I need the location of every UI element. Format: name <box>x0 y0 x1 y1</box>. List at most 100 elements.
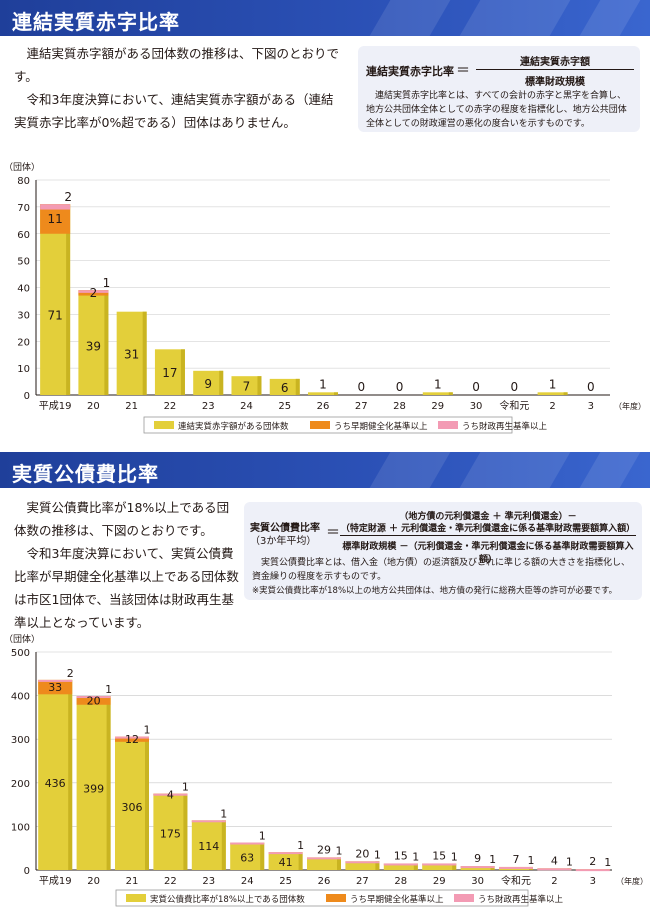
intro-paragraph: 連結実質赤字額がある団体数の推移は、下図のとおりです。 <box>14 46 340 84</box>
bar-shade <box>375 861 380 870</box>
x-tick-label: 3 <box>590 876 596 887</box>
bar-total <box>38 679 73 870</box>
data-label-total: 0 <box>511 380 519 394</box>
bar-rehab <box>422 863 457 866</box>
formula-label: 実質公債費比率 <box>250 523 320 534</box>
bar-rehab <box>78 290 109 293</box>
formula-note: 連結実質赤字比率とは、すべての会計の赤字と黒字を合算し、地方公共団体全体としての… <box>366 91 627 129</box>
bar-rehab <box>307 857 341 860</box>
y-tick-label: 400 <box>11 692 30 703</box>
bar-early-warning <box>38 679 73 695</box>
bar-shade <box>145 736 149 870</box>
data-label-rehab: 1 <box>604 856 611 869</box>
x-tick-label: 22 <box>164 401 177 412</box>
data-label-total: 399 <box>83 782 104 795</box>
x-tick-label: 24 <box>241 876 254 887</box>
data-label-rehab: 1 <box>451 850 458 863</box>
bar-rehab <box>38 679 73 682</box>
data-label-total: 1 <box>319 377 327 391</box>
bar-rehab <box>575 869 610 872</box>
y-tick-label: 200 <box>11 779 30 790</box>
data-label-total: 39 <box>86 339 101 353</box>
data-label-rehab: 1 <box>259 830 266 843</box>
bar-early-warning <box>115 736 149 742</box>
formula-denominator: 標準財政規模 <box>525 77 585 88</box>
data-label-total: 15 <box>432 849 446 862</box>
data-label-total: 20 <box>355 847 369 860</box>
data-label-total: 1 <box>549 377 557 391</box>
y-tick-label: 0 <box>24 391 30 402</box>
legend-label: うち財政再生基準以上 <box>462 421 548 432</box>
section-title: 実質公債費比率 <box>12 462 159 486</box>
x-tick-label: 令和元 <box>499 399 529 412</box>
data-label-early: 20 <box>87 694 101 707</box>
x-tick-label: 22 <box>164 876 177 887</box>
data-label-total: 0 <box>396 380 404 394</box>
bar-total <box>230 842 265 870</box>
x-tick-label: 平成19 <box>39 400 72 412</box>
bar-total <box>231 376 262 395</box>
data-label-total: 71 <box>47 308 62 322</box>
section-header-deficit: 連結実質赤字比率 <box>0 0 650 36</box>
bar-shade <box>337 857 341 870</box>
data-label-total: 0 <box>472 380 480 394</box>
x-tick-label: 26 <box>317 401 330 412</box>
y-tick-label: 100 <box>11 822 30 833</box>
x-tick-label: 29 <box>431 401 444 412</box>
data-label-total: 0 <box>357 380 365 394</box>
bar-total <box>153 793 188 870</box>
data-label-total: 31 <box>124 347 139 361</box>
formula-label: 連結実質赤字比率 <box>366 65 454 78</box>
data-label-rehab: 1 <box>412 850 419 863</box>
data-label-total: 17 <box>162 366 177 380</box>
bar-shade <box>298 852 303 870</box>
x-tick-label: 30 <box>471 876 484 887</box>
x-tick-label: 20 <box>87 401 100 412</box>
y-axis-unit: （団体） <box>4 161 40 173</box>
bar-shade <box>183 793 188 870</box>
data-label-rehab: 1 <box>220 807 227 820</box>
data-label-total: 9 <box>204 377 212 391</box>
formula-numerator: （特定財源 ＋ 元利償還金・準元利償還金に係る基準財政需要額算入額） <box>340 524 636 534</box>
bar-rehab <box>230 842 265 845</box>
bar-rehab <box>460 866 495 869</box>
formula-note: 実質公債費比率とは、借入金（地方債）の返済額及びこれに準じる額の大きさを指標化し… <box>252 558 631 582</box>
bar-total <box>76 696 111 870</box>
bar-total <box>78 290 109 395</box>
intro-paragraph: 令和3年度決算において、実質公債費比率が早期健全化基準以上である団体数は市区1団… <box>14 546 239 630</box>
legend-box <box>115 889 529 907</box>
bar-shade <box>452 863 457 870</box>
data-label-total: 436 <box>45 777 66 790</box>
formula-fraction-line <box>476 69 634 70</box>
data-label-rehab: 1 <box>528 854 535 867</box>
x-tick-label: 24 <box>240 401 253 412</box>
bar-shade <box>106 696 111 870</box>
data-label-rehab: 1 <box>489 853 496 866</box>
data-label-rehab: 1 <box>144 724 151 737</box>
bar-rehab <box>115 736 149 739</box>
legend-swatch <box>310 421 330 429</box>
data-label-rehab: 1 <box>566 855 573 868</box>
bar-shade <box>142 311 147 395</box>
bar-total <box>116 311 147 395</box>
data-label-rehab: 1 <box>297 839 304 852</box>
y-tick-label: 10 <box>17 364 30 375</box>
bar-shade <box>334 392 338 395</box>
bar-shade <box>563 392 568 395</box>
x-tick-label: 26 <box>318 876 331 887</box>
y-tick-label: 500 <box>11 648 30 659</box>
bar-total <box>154 349 185 395</box>
data-label-total: 29 <box>317 843 331 856</box>
data-label-rehab: 1 <box>374 848 381 861</box>
data-label-rehab: 1 <box>336 844 343 857</box>
bar-rehab <box>499 866 533 869</box>
bar-total <box>307 857 341 870</box>
formula-box-deficit: 連結実質赤字比率 ＝ 連結実質赤字額 標準財政規模 連結実質赤字比率とは、すべて… <box>358 46 640 132</box>
data-label-total: 114 <box>198 840 219 853</box>
intro-paragraph: 令和3年度決算において、連結実質赤字額がある（連結実質赤字比率が0%超である）団… <box>14 92 334 130</box>
x-tick-label: 28 <box>393 401 406 412</box>
bar-total <box>345 861 380 870</box>
x-tick-label: 2 <box>551 876 557 887</box>
data-label-total: 41 <box>279 856 293 869</box>
bar-total <box>422 392 453 395</box>
